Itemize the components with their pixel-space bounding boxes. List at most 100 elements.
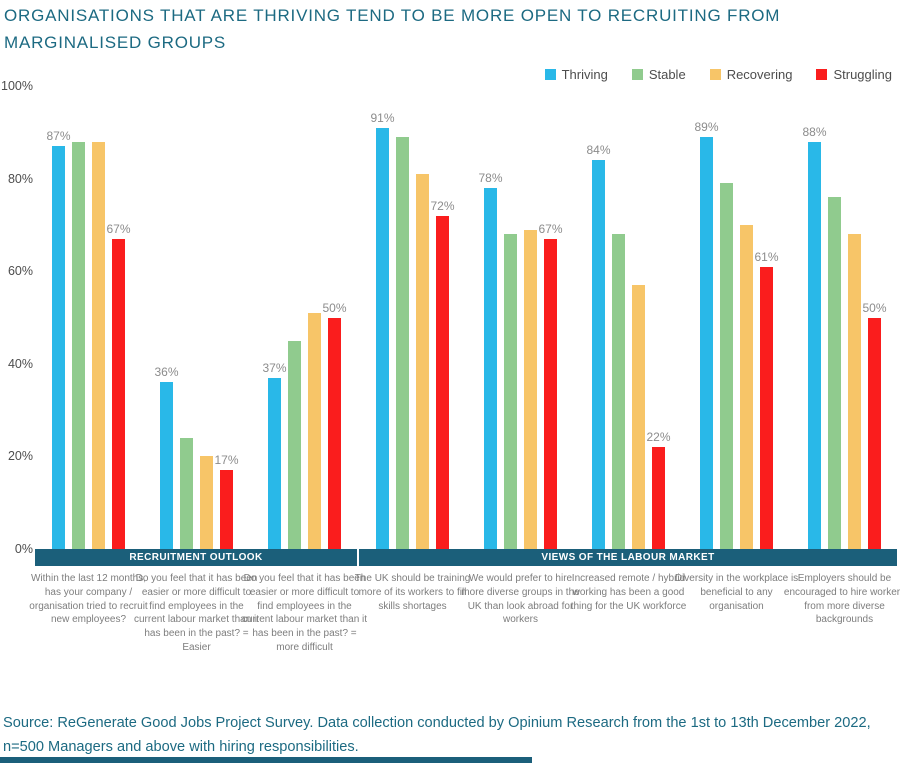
bar-wrap: 88% [802, 125, 827, 549]
bar-recovering [632, 285, 645, 549]
bar-wrap [288, 340, 301, 549]
value-label: 78% [478, 170, 503, 185]
bar-wrap: 37% [262, 361, 287, 549]
bar-stable [72, 141, 85, 549]
y-tick-label: 60% [7, 264, 33, 279]
bar-stable [828, 197, 841, 549]
bar-wrap: 61% [754, 250, 779, 549]
bar-struggling [220, 470, 233, 549]
bar-struggling [868, 317, 881, 549]
bar-wrap: 50% [322, 301, 347, 549]
bar-group: 37% 50% [262, 301, 347, 549]
legend-swatch-struggling [816, 69, 828, 80]
bar-group: 78% 67% [478, 171, 563, 549]
bar-wrap: 87% [46, 129, 71, 549]
bar-recovering [848, 234, 861, 549]
category-label: The UK should be training more of its wo… [354, 573, 471, 612]
bar-stable [504, 234, 517, 549]
bar-stable [612, 234, 625, 549]
page-title: ORGANISATIONS THAT ARE THRIVING TEND TO … [4, 6, 781, 53]
chart-legend: Thriving Stable Recovering Struggling [544, 67, 892, 82]
bar-wrap [180, 437, 193, 549]
bar-struggling [760, 266, 773, 549]
legend-label: Thriving [561, 67, 608, 82]
bar-wrap [200, 456, 213, 549]
bar-wrap: 72% [430, 199, 455, 549]
legend-item-recovering: Recovering [709, 67, 793, 82]
bar-thriving [700, 136, 713, 549]
category-label: Do you feel that it has been easier or m… [133, 573, 260, 653]
legend-swatch-thriving [544, 69, 556, 80]
value-label: 67% [106, 221, 131, 236]
value-label: 67% [538, 221, 563, 236]
value-label: 36% [154, 365, 179, 380]
bar-wrap: 36% [154, 365, 179, 549]
value-label: 88% [802, 124, 827, 139]
bar-struggling [328, 317, 341, 549]
legend-swatch-recovering [709, 69, 721, 80]
bar-struggling [544, 238, 557, 549]
category-label: We would prefer to hire more diverse gro… [461, 573, 580, 626]
bar-wrap [92, 141, 105, 549]
bar-group: 36% 17% [154, 365, 239, 549]
bar-wrap: 89% [694, 120, 719, 549]
legend-label: Recovering [726, 67, 793, 82]
bar-struggling [112, 238, 125, 549]
y-tick-label: 80% [7, 171, 33, 186]
value-label: 37% [262, 360, 287, 375]
legend-item-struggling: Struggling [816, 67, 892, 82]
bar-thriving [268, 377, 281, 549]
bar-wrap: 78% [478, 171, 503, 549]
bar-recovering [524, 229, 537, 549]
bar-thriving [52, 146, 65, 549]
value-label: 50% [322, 300, 347, 315]
legend-label: Struggling [833, 67, 892, 82]
bottom-accent-bar [0, 757, 532, 763]
bar-thriving [592, 160, 605, 549]
bar-wrap: 50% [862, 301, 887, 549]
bar-group: 91% 72% [370, 111, 455, 549]
bar-wrap: 91% [370, 111, 395, 549]
y-tick-label: 100% [1, 79, 33, 93]
bar-thriving [484, 187, 497, 549]
legend-item-thriving: Thriving [544, 67, 608, 82]
bar-wrap: 84% [586, 143, 611, 549]
bar-wrap: 67% [538, 222, 563, 549]
bar-group: 87% 67% [46, 129, 131, 549]
bar-wrap [740, 224, 753, 549]
bar-struggling [652, 447, 665, 549]
legend-label: Stable [648, 67, 686, 82]
bar-chart: Thriving Stable Recovering Struggling 0% 20%… [0, 62, 900, 707]
bar-wrap [504, 234, 517, 549]
bar-thriving [808, 141, 821, 549]
legend-swatch-stable [631, 69, 643, 80]
bar-recovering [740, 224, 753, 549]
bar-stable [180, 437, 193, 549]
value-label: 50% [862, 300, 887, 315]
bar-thriving [160, 382, 173, 549]
section-band: VIEWS OF THE LABOUR MARKET [359, 549, 897, 566]
bar-wrap [720, 183, 733, 549]
bar-recovering [200, 456, 213, 549]
bar-wrap [848, 234, 861, 549]
bar-wrap [828, 197, 841, 549]
bar-wrap: 17% [214, 453, 239, 549]
bar-wrap [416, 173, 429, 549]
value-label: 89% [694, 119, 719, 134]
y-tick-label: 0% [14, 542, 33, 556]
bar-stable [720, 183, 733, 549]
bar-stable [396, 136, 409, 549]
bar-struggling [436, 215, 449, 549]
bar-wrap [612, 234, 625, 549]
bar-stable [288, 340, 301, 549]
legend-item-stable: Stable [631, 67, 686, 82]
value-label: 17% [214, 453, 239, 468]
section-band: RECRUITMENT OUTLOOK [35, 549, 357, 566]
bar-wrap: 67% [106, 222, 131, 549]
bar-wrap [524, 229, 537, 549]
bar-wrap: 22% [646, 430, 671, 549]
bar-recovering [92, 141, 105, 549]
value-label: 87% [46, 129, 71, 144]
bar-group: 89% 61% [694, 120, 779, 549]
